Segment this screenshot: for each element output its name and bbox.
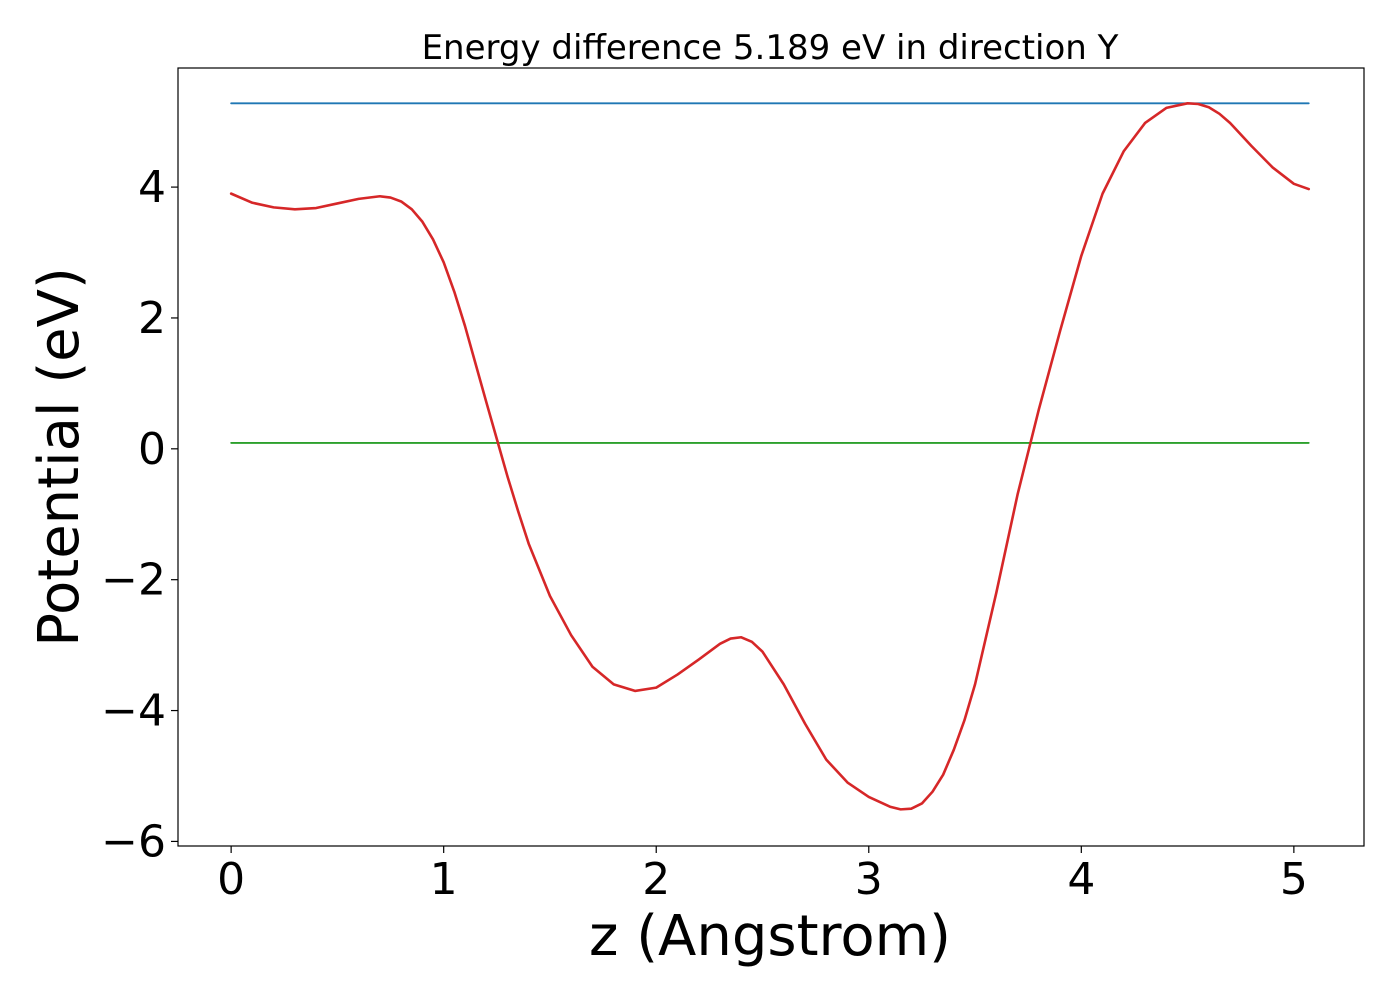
x-tick-label: 0: [217, 854, 245, 905]
y-axis-label: Potential (eV): [27, 267, 92, 647]
chart-title: Energy difference 5.189 eV in direction …: [422, 28, 1119, 68]
x-tick-label: 1: [430, 854, 458, 905]
y-tick-label: 0: [138, 424, 166, 475]
y-tick-label: −6: [101, 816, 166, 867]
x-tick-label: 4: [1067, 854, 1095, 905]
x-tick-label: 5: [1280, 854, 1308, 905]
x-axis-label: z (Angstrom): [589, 904, 951, 969]
x-tick-label: 2: [642, 854, 670, 905]
y-tick-label: 2: [138, 293, 166, 344]
y-tick-label: −2: [101, 555, 166, 606]
tick-layer: 0 1 2 3 4 5 −6 −4 −2 0 2 4: [101, 162, 1308, 905]
series-layer: [229, 102, 1311, 811]
plot-area-frame: [177, 67, 1365, 847]
x-tick-label: 3: [855, 854, 883, 905]
y-tick-label: −4: [101, 686, 166, 737]
y-tick-label: 4: [138, 162, 166, 213]
series-line-0: [229, 102, 1311, 811]
